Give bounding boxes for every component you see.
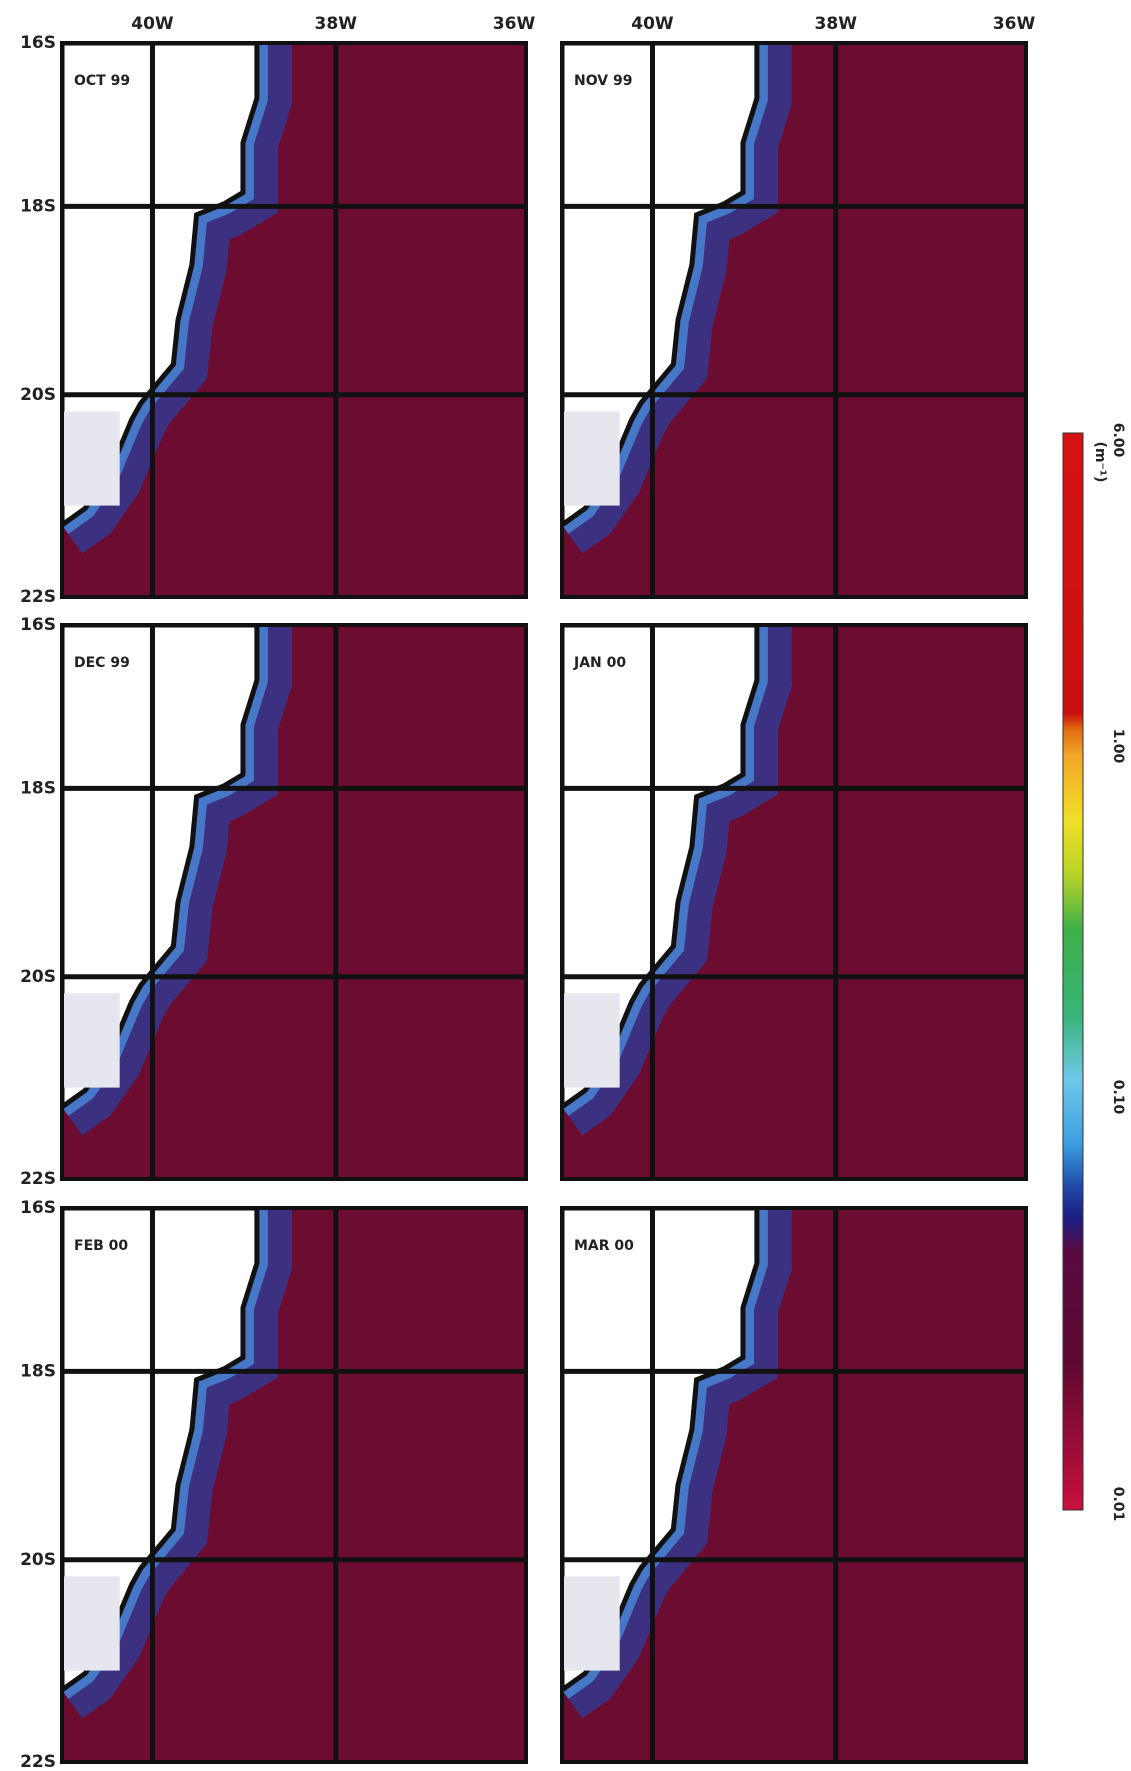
panel-border [560,1206,1028,1764]
y-axis-label: 22S [20,1752,56,1771]
land-shade [64,993,120,1088]
panel-border [60,623,528,1181]
y-axis-label: 18S [20,778,56,798]
panel-label: MAR 00 [574,1238,634,1254]
panel-label: OCT 99 [74,73,130,89]
map-panel [62,43,526,597]
y-axis-label: 22S [20,587,56,607]
panel-border [560,41,1028,599]
panel-label: FEB 00 [74,1238,128,1254]
panel-label: DEC 99 [74,655,130,671]
y-axis-label: 18S [20,196,56,216]
colorbar-label: 1.00 [1110,729,1126,764]
y-axis-label: 16S [20,33,56,53]
colorbar [1062,432,1084,1511]
x-axis-label: 40W [131,14,174,34]
map-panel [562,625,1026,1179]
panel-border [60,1206,528,1764]
y-axis-label: 20S [20,385,56,405]
panel-border [60,41,528,599]
panel-border [560,623,1028,1181]
map-panel [562,1208,1026,1762]
map-panel [562,43,1026,597]
land-shade [564,993,620,1088]
colorbar-unit: (m⁻¹) [1092,442,1108,483]
y-axis-label: 16S [20,1198,56,1218]
land-shade [64,1576,120,1671]
y-axis-label: 20S [20,1550,56,1570]
map-panel [62,1208,526,1762]
panel-label: JAN 00 [573,655,626,671]
land-shade [564,411,620,506]
x-axis-label: 36W [993,14,1036,34]
x-axis-label: 38W [315,14,358,34]
x-axis-label: 40W [631,14,674,34]
x-axis-label: 36W [493,14,536,34]
y-axis-label: 20S [20,967,56,987]
y-axis-label: 22S [20,1169,56,1189]
y-axis-label: 16S [20,615,56,635]
colorbar-label: 0.10 [1110,1080,1126,1115]
map-panel [62,625,526,1179]
land-shade [64,411,120,506]
x-axis-label: 38W [815,14,858,34]
y-axis-label: 18S [20,1361,56,1381]
panel-label: NOV 99 [574,73,632,89]
colorbar-label: 6.00 [1110,423,1126,458]
colorbar-label: 0.01 [1110,1487,1126,1522]
land-shade [564,1576,620,1671]
